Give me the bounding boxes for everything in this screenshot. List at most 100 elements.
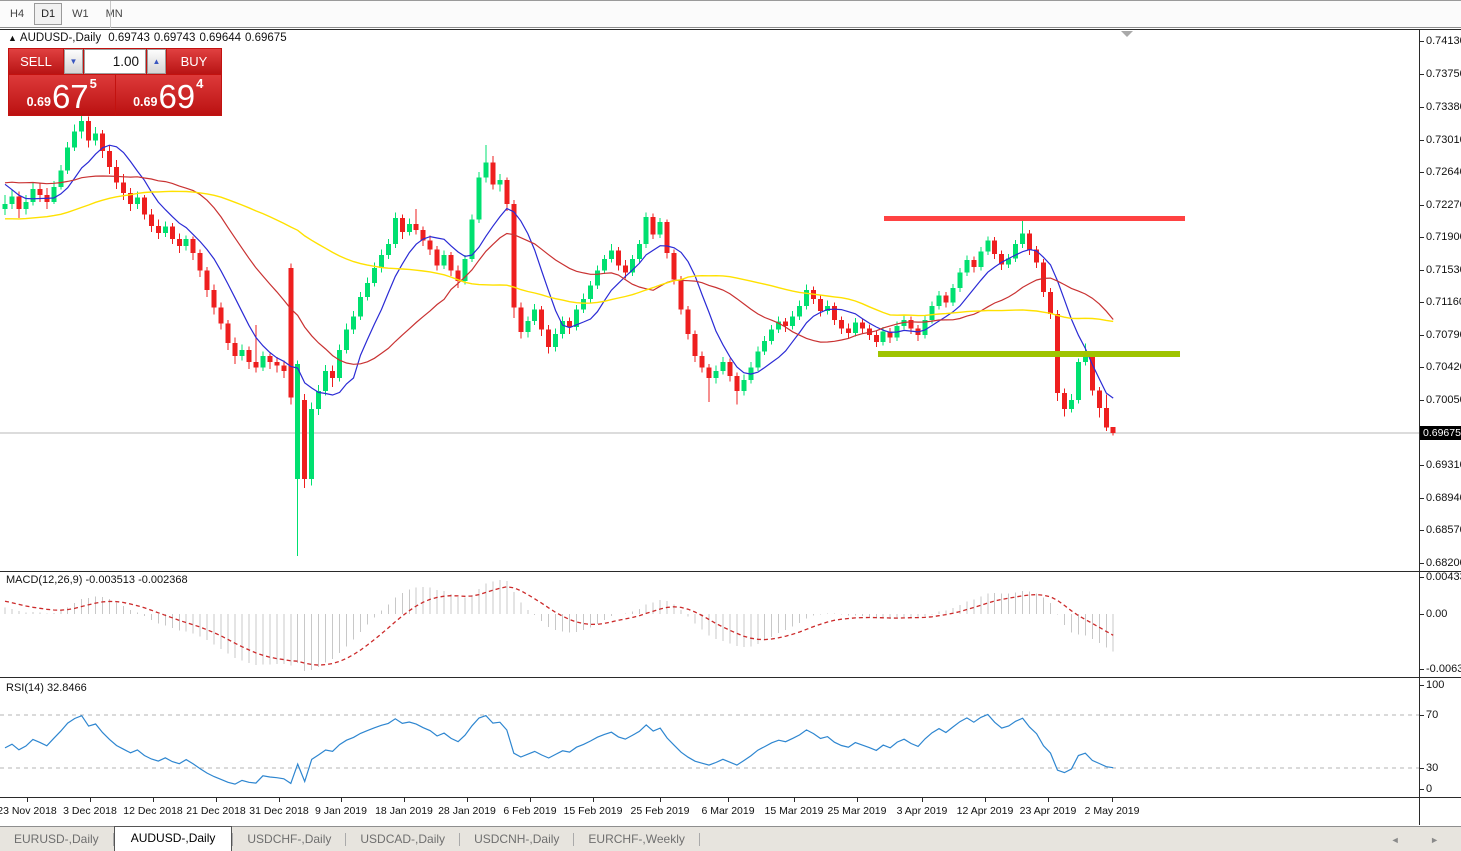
rsi-panel-top-border[interactable] [0,677,1461,678]
price-axis-tick [1420,172,1424,174]
chart-tab-audusd[interactable]: AUDUSD-,Daily [113,826,233,851]
date-axis-label: 23 Apr 2019 [1019,805,1077,817]
date-axis-label: 3 Dec 2018 [63,805,117,817]
chart-area[interactable]: ▲ AUDUSD-,Daily 0.69743 0.69743 0.69644 0.69… [0,29,1461,825]
date-axis-label: 25 Feb 2019 [630,805,690,817]
scroll-to-end-marker-icon[interactable] [1121,31,1133,37]
macd-axis-tick [1420,614,1424,615]
chart-tab-usdchf[interactable]: USDCHF-,Daily [247,832,332,846]
price-axis-tick [1420,269,1424,271]
timeframe-tab-d1[interactable]: D1 [34,3,63,25]
timeframe-tab-mn[interactable]: MN [105,8,123,20]
sell-button[interactable]: SELL [9,49,63,74]
chart-top-border [0,29,1461,30]
toolbar-separator [110,1,111,28]
price-axis-tick [1420,302,1424,304]
date-axis-label: 15 Feb 2019 [563,805,623,817]
date-axis-tick [27,798,28,802]
buy-price-pip: 4 [196,76,204,91]
sell-price-big: 67 [51,78,89,115]
buy-price-prefix: 0.69 [133,95,158,109]
date-axis-tick [794,798,795,802]
price-axis-border [1419,29,1420,825]
buy-price-box[interactable]: 0.69 69 4 [115,75,221,115]
date-axis-tick [1112,798,1113,802]
tab-scroll-arrows-icon[interactable]: ◄ ► [1390,835,1453,845]
buy-button[interactable]: BUY [167,49,221,74]
tab-divider [459,833,461,846]
date-axis-label: 12 Apr 2019 [956,805,1014,817]
date-axis-tick [216,798,217,802]
date-axis-border [0,797,1461,798]
date-axis-label: 6 Feb 2019 [503,805,557,817]
ohlc-close: 0.69675 [245,32,287,44]
macd-axis-label: 0.00 [1426,608,1448,620]
timeframe-toolbar: H4 D1 W1 MN [0,0,1461,28]
ohlc-high: 0.69743 [153,32,196,44]
macd-values: -0.003513 -0.002368 [85,574,188,586]
chart-tab-usdcad[interactable]: USDCAD-,Daily [360,832,446,846]
volume-decrease-icon[interactable]: ▼ [64,49,83,74]
volume-input[interactable]: 1.00 [84,49,146,74]
buy-price-big: 69 [158,78,196,115]
macd-indicator-label: MACD(12,26,9) -0.003513 -0.002368 [6,574,188,586]
rsi-axis-tick [1420,685,1424,686]
date-axis-tick [857,798,858,802]
volume-increase-icon[interactable]: ▲ [147,49,166,74]
chart-tab-eurchf[interactable]: EURCHF-,Weekly [588,832,685,846]
rsi-value: 32.8466 [46,682,87,694]
date-axis-tick [90,798,91,802]
chart-tab-eurusd[interactable]: EURUSD-,Daily [14,832,99,846]
symbol-collapse-icon[interactable]: ▲ [8,33,17,43]
price-axis-tick [1420,237,1424,239]
sell-price-prefix: 0.69 [26,95,51,109]
date-axis-tick [1048,798,1049,802]
date-axis-label: 18 Jan 2019 [375,805,433,817]
tab-divider [698,833,700,846]
sell-price-pip: 5 [89,76,97,91]
date-axis-label: 6 Mar 2019 [701,805,755,817]
price-axis-tick [1420,204,1424,206]
timeframe-tab-h4[interactable]: H4 [10,8,25,20]
rsi-axis-label: 0 [1426,783,1433,795]
date-axis-label: 28 Jan 2019 [438,805,496,817]
date-axis-label: 25 Mar 2019 [827,805,887,817]
current-price-tag: 0.69675 [1420,426,1461,440]
price-axis-tick [1420,74,1424,76]
timeframe-tab-w1[interactable]: W1 [72,8,89,20]
date-axis-tick [728,798,729,802]
date-axis-label: 3 Apr 2019 [896,805,948,817]
ohlc-open: 0.69743 [108,32,150,44]
date-axis-tick [985,798,986,802]
macd-panel-top-border[interactable] [0,571,1461,572]
date-axis-tick [530,798,531,802]
macd-axis-label: 0.004331 [1426,571,1461,583]
rsi-axis-tick [1420,768,1424,769]
chart-ohlc-header: ▲ AUDUSD-,Daily 0.69743 0.69743 0.69644 0.69… [8,32,291,44]
date-axis-label: 12 Dec 2018 [123,805,183,817]
rsi-axis-label: 30 [1426,762,1439,774]
rsi-indicator-label: RSI(14) 32.8466 [6,682,87,694]
price-axis-tick [1420,40,1424,42]
sell-price-box[interactable]: 0.69 67 5 [9,75,115,115]
chart-symbol-label: AUDUSD-,Daily [19,32,102,44]
rsi-axis-label: 70 [1426,709,1439,721]
price-axis-tick [1420,497,1424,499]
tab-divider [232,833,234,846]
price-axis-tick [1420,139,1424,141]
macd-axis-tick [1420,577,1424,578]
chart-tab-usdcnh[interactable]: USDCNH-,Daily [474,832,560,846]
price-axis-tick [1420,530,1424,532]
rsi-axis-tick [1420,789,1424,790]
